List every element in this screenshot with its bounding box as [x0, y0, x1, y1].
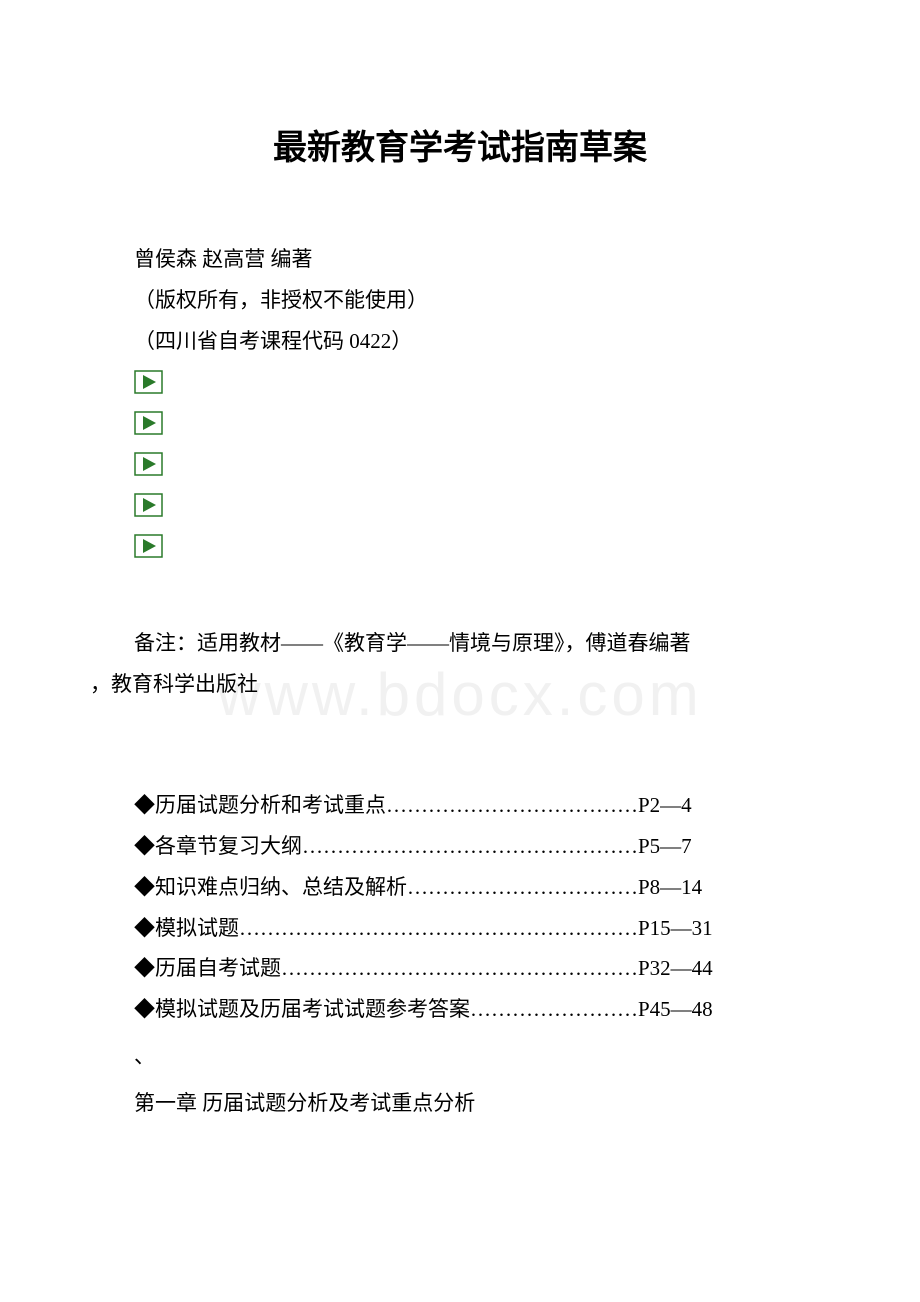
- document-title: 最新教育学考试指南草案: [90, 120, 830, 169]
- note-section: 备注：适用教材——《教育学——情境与原理》，傅道春编著 ，教育科学出版社: [90, 623, 830, 705]
- play-icon: [134, 452, 163, 476]
- toc-item: ◆历届自考试题……………………………………………P32—44: [90, 948, 830, 989]
- course-code-line: （四川省自考课程代码 0422）: [90, 321, 830, 362]
- play-icon: [134, 411, 163, 435]
- copyright-line: （版权所有，非授权不能使用）: [90, 280, 830, 321]
- play-icon-list: [90, 370, 830, 575]
- play-icon: [134, 534, 163, 558]
- toc-item: ◆模拟试题及历届考试试题参考答案……………………P45—48: [90, 989, 830, 1030]
- play-icon: [134, 370, 163, 394]
- toc-item: ◆各章节复习大纲…………………………………………P5—7: [90, 826, 830, 867]
- note-line-1: 备注：适用教材——《教育学——情境与原理》，傅道春编著: [90, 623, 830, 664]
- toc-item: ◆知识难点归纳、总结及解析……………………………P8—14: [90, 867, 830, 908]
- chapter-heading: 第一章 历届试题分析及考试重点分析: [90, 1083, 830, 1124]
- play-icon: [134, 493, 163, 517]
- toc-section: ◆历届试题分析和考试重点………………………………P2—4◆各章节复习大纲……………: [90, 785, 830, 1031]
- backtick-mark: 、: [90, 1036, 830, 1077]
- toc-item: ◆模拟试题…………………………………………………P15—31: [90, 908, 830, 949]
- toc-item: ◆历届试题分析和考试重点………………………………P2—4: [90, 785, 830, 826]
- note-line-2: ，教育科学出版社: [90, 664, 830, 705]
- authors-line: 曾侯森 赵高营 编著: [90, 239, 830, 280]
